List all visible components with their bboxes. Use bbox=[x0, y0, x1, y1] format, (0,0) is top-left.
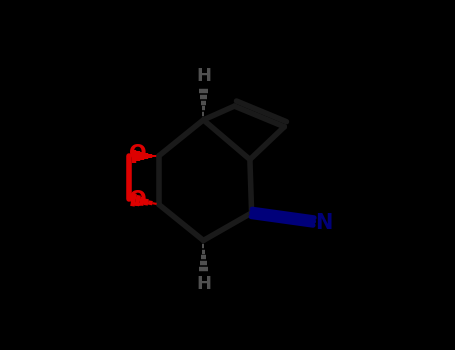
Text: O: O bbox=[129, 190, 147, 210]
Text: H: H bbox=[196, 67, 211, 85]
Text: O: O bbox=[129, 144, 147, 164]
Text: H: H bbox=[196, 275, 211, 293]
Text: N: N bbox=[315, 213, 333, 233]
